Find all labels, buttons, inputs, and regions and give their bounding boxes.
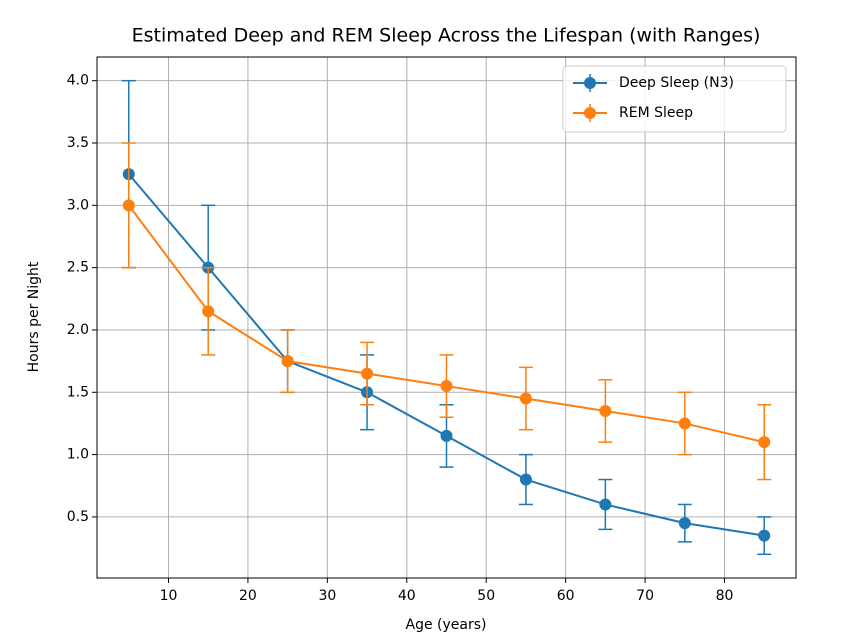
- point: [202, 305, 215, 318]
- point: [440, 380, 453, 393]
- point: [281, 355, 294, 368]
- x-tick-label: 70: [636, 588, 654, 604]
- legend-marker: [584, 107, 596, 119]
- y-tick-label: 1.5: [67, 384, 89, 400]
- x-tick-label: 60: [557, 588, 575, 604]
- legend-label: REM Sleep: [619, 105, 693, 121]
- point: [440, 429, 453, 442]
- legend-label: Deep Sleep (N3): [619, 75, 734, 91]
- chart-title: Estimated Deep and REM Sleep Across the …: [132, 25, 761, 47]
- legend-marker: [584, 77, 596, 89]
- y-tick-label: 1.0: [67, 447, 89, 463]
- point: [758, 436, 771, 449]
- point: [519, 392, 532, 405]
- point: [599, 498, 612, 511]
- x-tick-label: 30: [318, 588, 336, 604]
- point: [122, 199, 135, 212]
- point: [361, 367, 374, 380]
- series: [121, 142, 772, 481]
- point: [519, 473, 532, 486]
- y-tick-label: 0.5: [67, 509, 89, 525]
- point: [678, 417, 691, 430]
- x-tick-label: 80: [716, 588, 734, 604]
- point: [678, 517, 691, 530]
- plot-frame: [96, 56, 797, 579]
- y-tick-label: 2.5: [67, 260, 89, 276]
- y-tick-label: 3.5: [67, 135, 89, 151]
- point: [599, 404, 612, 417]
- legend: Deep Sleep (N3) REM Sleep: [562, 65, 787, 133]
- x-tick-label: 10: [160, 588, 178, 604]
- x-tick-label: 40: [398, 588, 416, 604]
- y-tick-label: 2.0: [67, 322, 89, 338]
- x-axis-label: Age (years): [406, 617, 487, 633]
- y-tick-label: 3.0: [67, 197, 89, 213]
- point: [758, 529, 771, 542]
- x-tick-label: 20: [239, 588, 257, 604]
- y-axis-label: Hours per Night: [26, 261, 42, 372]
- legend-box: [562, 65, 787, 133]
- x-tick-label: 50: [477, 588, 495, 604]
- y-tick-label: 4.0: [67, 73, 89, 89]
